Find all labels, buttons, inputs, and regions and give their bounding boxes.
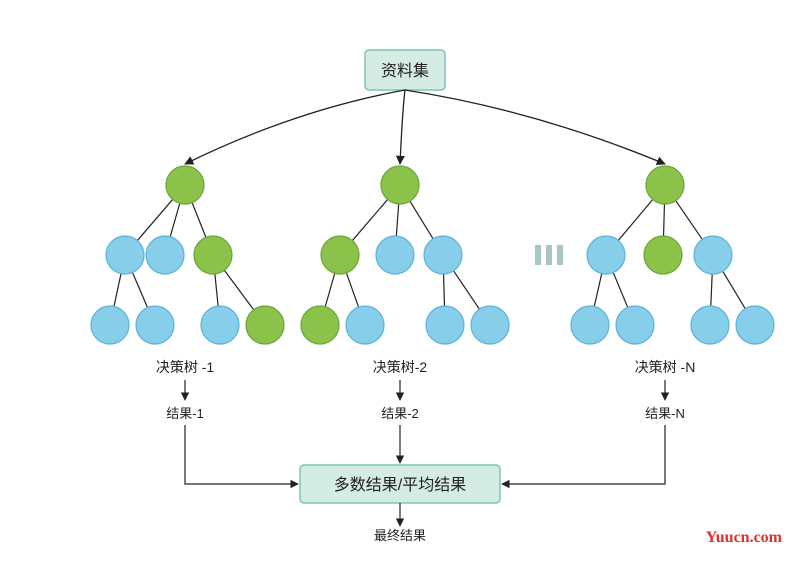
result-label: 结果-1: [166, 406, 204, 421]
tree-node: [424, 236, 462, 274]
tree-edge: [346, 273, 358, 307]
tree-node: [571, 306, 609, 344]
tree-edge: [396, 204, 398, 236]
tree-label: 决策树 -N: [635, 359, 696, 375]
ellipsis-icon: [546, 245, 552, 265]
tree-node: [646, 166, 684, 204]
root-arrow: [400, 90, 405, 164]
tree-edge: [723, 271, 745, 308]
watermark: Yuucn.com: [706, 529, 782, 547]
tree-edge: [132, 272, 147, 307]
ellipsis-icon: [557, 245, 563, 265]
tree-node: [587, 236, 625, 274]
tree-edge: [613, 273, 627, 308]
tree-node: [136, 306, 174, 344]
dataset-label: 资料集: [381, 62, 429, 80]
tree-edge: [352, 199, 387, 240]
tree-node: [106, 236, 144, 274]
tree-label: 决策树 -1: [156, 359, 215, 375]
tree-node: [644, 236, 682, 274]
result-label: 结果-2: [381, 406, 419, 421]
tree-node: [691, 306, 729, 344]
tree-node: [471, 306, 509, 344]
result-label: 结果-N: [645, 406, 685, 421]
tree-node: [146, 236, 184, 274]
tree-node: [346, 306, 384, 344]
tree-node: [376, 236, 414, 274]
tree-node: [201, 306, 239, 344]
tree-edge: [215, 274, 218, 306]
tree-edge: [664, 204, 665, 236]
tree-node: [321, 236, 359, 274]
tree-edge: [454, 271, 480, 309]
tree-node: [166, 166, 204, 204]
tree-edge: [594, 274, 602, 307]
tree-edge: [711, 274, 712, 306]
root-arrow: [405, 90, 665, 164]
tree-node: [381, 166, 419, 204]
agg-arrow: [185, 425, 298, 484]
tree-node: [246, 306, 284, 344]
tree-node: [736, 306, 774, 344]
aggregate-label: 多数结果/平均结果: [334, 476, 466, 494]
tree-node: [426, 306, 464, 344]
tree-edge: [444, 274, 445, 306]
final-label: 最终结果: [374, 528, 426, 543]
tree-node: [616, 306, 654, 344]
tree-edge: [618, 200, 653, 241]
tree-edge: [192, 203, 206, 238]
random-forest-diagram: 资料集决策树 -1 结果-1 决策树-2 结果-2 决策树 -N 结果-N 多数结果/平均结…: [0, 0, 800, 565]
tree-edge: [137, 199, 172, 240]
tree-node: [301, 306, 339, 344]
root-arrow: [185, 90, 405, 164]
tree-node: [194, 236, 232, 274]
tree-edge: [224, 270, 253, 309]
tree-edge: [676, 201, 703, 240]
agg-arrow: [502, 425, 665, 484]
tree-edge: [114, 274, 121, 307]
ellipsis-icon: [535, 245, 541, 265]
tree-node: [91, 306, 129, 344]
tree-node: [694, 236, 732, 274]
tree-edge: [325, 273, 335, 306]
tree-edge: [170, 203, 180, 236]
tree-edge: [410, 201, 433, 239]
tree-label: 决策树-2: [373, 359, 428, 375]
